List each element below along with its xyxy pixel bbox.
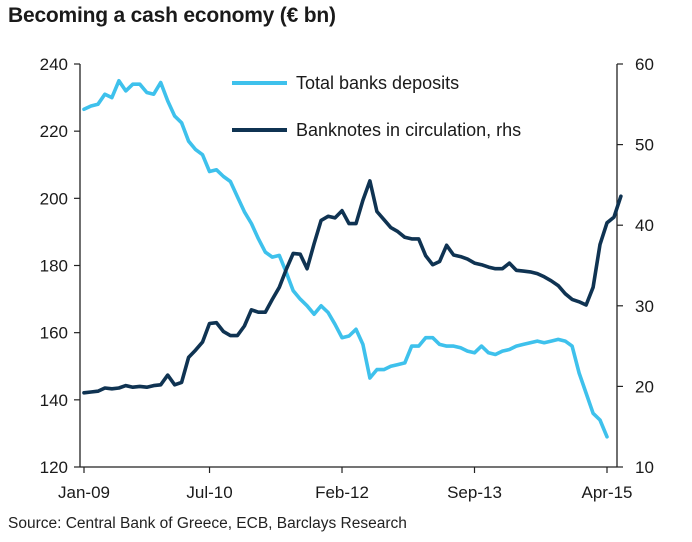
y-left-tick-label: 160: [40, 324, 68, 343]
x-tick-label: Sep-13: [447, 483, 502, 502]
series-group: [82, 79, 623, 439]
y-right-tick-label: 50: [635, 136, 654, 155]
legend-label: Banknotes in circulation, rhs: [296, 120, 521, 140]
y-right-tick-label: 10: [635, 458, 654, 477]
x-tick-label: Jul-10: [186, 483, 232, 502]
axes: 120 140 160 180 200 220 240 10 20 30 40 50 60 Jan-09 J…: [40, 55, 654, 502]
y-right-tick-label: 30: [635, 297, 654, 316]
y-left-tick-label: 120: [40, 458, 68, 477]
x-tick-label: Jan-09: [58, 483, 110, 502]
chart-plot: 120 140 160 180 200 220 240 10 20 30 40 50 60 Jan-09 J…: [40, 55, 654, 502]
x-tick-label: Apr-15: [581, 483, 632, 502]
x-tick-label: Feb-12: [315, 483, 369, 502]
y-right-tick-label: 60: [635, 55, 654, 74]
chart-source: Source: Central Bank of Greece, ECB, Bar…: [8, 515, 407, 532]
y-right-tick-label: 20: [635, 377, 654, 396]
series-line-deposits: [82, 79, 609, 439]
chart-title: Becoming a cash economy (€ bn): [8, 4, 336, 27]
y-left-tick-label: 200: [40, 189, 68, 208]
y-left-tick-label: 180: [40, 257, 68, 276]
legend: Total banks deposits Banknotes in circula…: [232, 73, 521, 140]
series-line-banknotes: [82, 179, 623, 395]
legend-label: Total banks deposits: [296, 73, 459, 93]
y-left-tick-label: 140: [40, 391, 68, 410]
y-left-tick-label: 220: [40, 122, 68, 141]
y-right-tick-label: 40: [635, 216, 654, 235]
y-left-tick-label: 240: [40, 55, 68, 74]
